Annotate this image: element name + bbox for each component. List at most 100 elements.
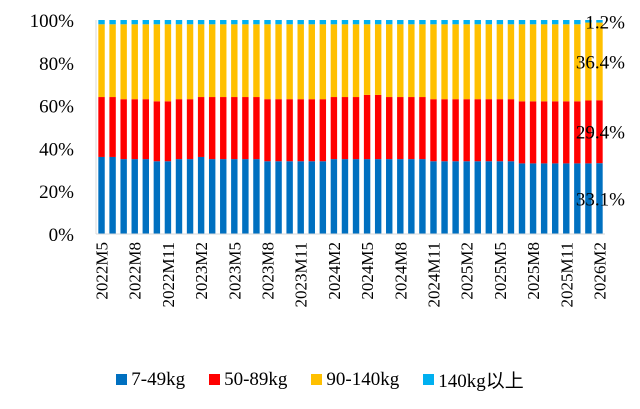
bar-segment [330,159,338,234]
bar-segment [496,99,504,162]
bar-segment [352,24,360,98]
bar-segment [441,20,448,25]
bar-segment [131,24,138,100]
x-axis: 2022M5 2022M8 2022M11 2023M2 2023M5 2023M8 202… [93,233,609,308]
bar-segment [308,20,315,25]
bar-segment [507,99,515,162]
bar-segment [231,97,238,160]
bar-segment [551,24,559,102]
bar-segment [540,101,548,164]
x-tick-label: 2024M8 [391,242,410,300]
bar-segment [352,97,360,160]
bar-segment [496,20,504,25]
legend-label: 140kg以上 [438,371,524,392]
bar-segment [463,20,470,25]
bar-segment [529,101,537,164]
bar-segment [585,163,592,234]
bar-segment [585,100,592,164]
bar-segment [319,161,327,234]
y-tick-label: 60% [39,97,74,118]
bar-segment [386,24,393,98]
y-tick-label: 100% [30,11,75,32]
bar-segment [563,163,570,234]
bar-segment [98,24,105,98]
bar-segment [208,159,216,234]
bar-segment [408,97,415,160]
bar-segment [120,20,127,25]
bar-segment [330,24,338,98]
y-tick-label: 20% [39,182,74,203]
bar-segment [452,24,459,100]
x-tick-label: 2023M8 [259,242,278,300]
bar-segment [540,20,548,25]
bar-segment [120,99,127,160]
bar-segment [286,99,293,162]
bar-segment [330,97,338,160]
x-tick-label: 2025M2 [458,242,477,300]
bar-segment [220,20,227,25]
bar-segment [308,24,315,100]
bar-segment [485,99,493,162]
bar-segment [408,159,415,234]
bar-segment [153,24,161,102]
bar-segment [242,159,249,234]
bar-segment [286,24,293,100]
bar-segment [474,161,481,234]
bar-segment [142,24,150,100]
bar-segment [109,156,116,234]
legend-label: 50-89kg [224,368,288,390]
bars [98,20,603,234]
y-tick-label: 80% [39,54,74,75]
bar-segment [186,99,194,160]
bar-segment [98,156,105,234]
bar-segment [275,20,282,25]
bar-segment [507,24,515,100]
bar-segment [374,159,382,234]
bar-segment [452,161,459,234]
legend: 7-49kg 50-89kg 90-140kg 140kg以上 [0,366,640,393]
legend-label: 7-49kg [131,368,186,390]
bar-segment [208,20,216,25]
bar-segment [319,20,327,25]
bar-segment [242,20,249,25]
bar-segment [574,20,581,25]
bar-segment [153,20,161,25]
bar-segment [142,159,150,234]
x-tick-label: 2022M5 [93,242,112,300]
bar-segment [408,20,415,25]
bar-segment [574,24,581,102]
bar-segment [275,99,282,162]
bar-segment [153,101,161,162]
bar-segment [386,159,393,234]
x-tick-label: 2022M8 [126,242,145,300]
bar-segment [253,159,260,234]
bar-segment [131,99,138,160]
x-tick-label: 2022M11 [159,242,178,308]
x-tick-label: 2025M5 [491,242,510,300]
bar-segment [540,24,548,102]
bar-segment [286,161,293,234]
bar-segment [297,24,304,100]
bar-segment [585,22,592,101]
bar-segment [551,101,559,164]
bar-segment [518,20,526,25]
bar-segment [397,24,404,98]
bar-segment [485,24,493,100]
bar-segment [529,24,537,102]
legend-swatch [423,374,435,385]
bar-segment [419,159,426,234]
bar-segment [264,99,271,162]
bar-segment [386,20,393,25]
bar-segment [341,97,349,160]
bar-segment [529,20,537,25]
y-axis: 0% 20% 40% 60% 80% 100% [30,11,97,246]
bar-segment [596,22,603,101]
stacked-bar-chart: 0%20%40%60%80%100% 2022M5 2022M8 2022M11 20… [30,11,626,308]
bar-segment [485,20,493,25]
bar-segment [175,99,183,160]
bar-segment [242,24,249,98]
bar-segment [109,20,116,25]
bar-segment [297,161,304,234]
bar-segment [208,97,216,160]
bar-segment [474,99,481,162]
